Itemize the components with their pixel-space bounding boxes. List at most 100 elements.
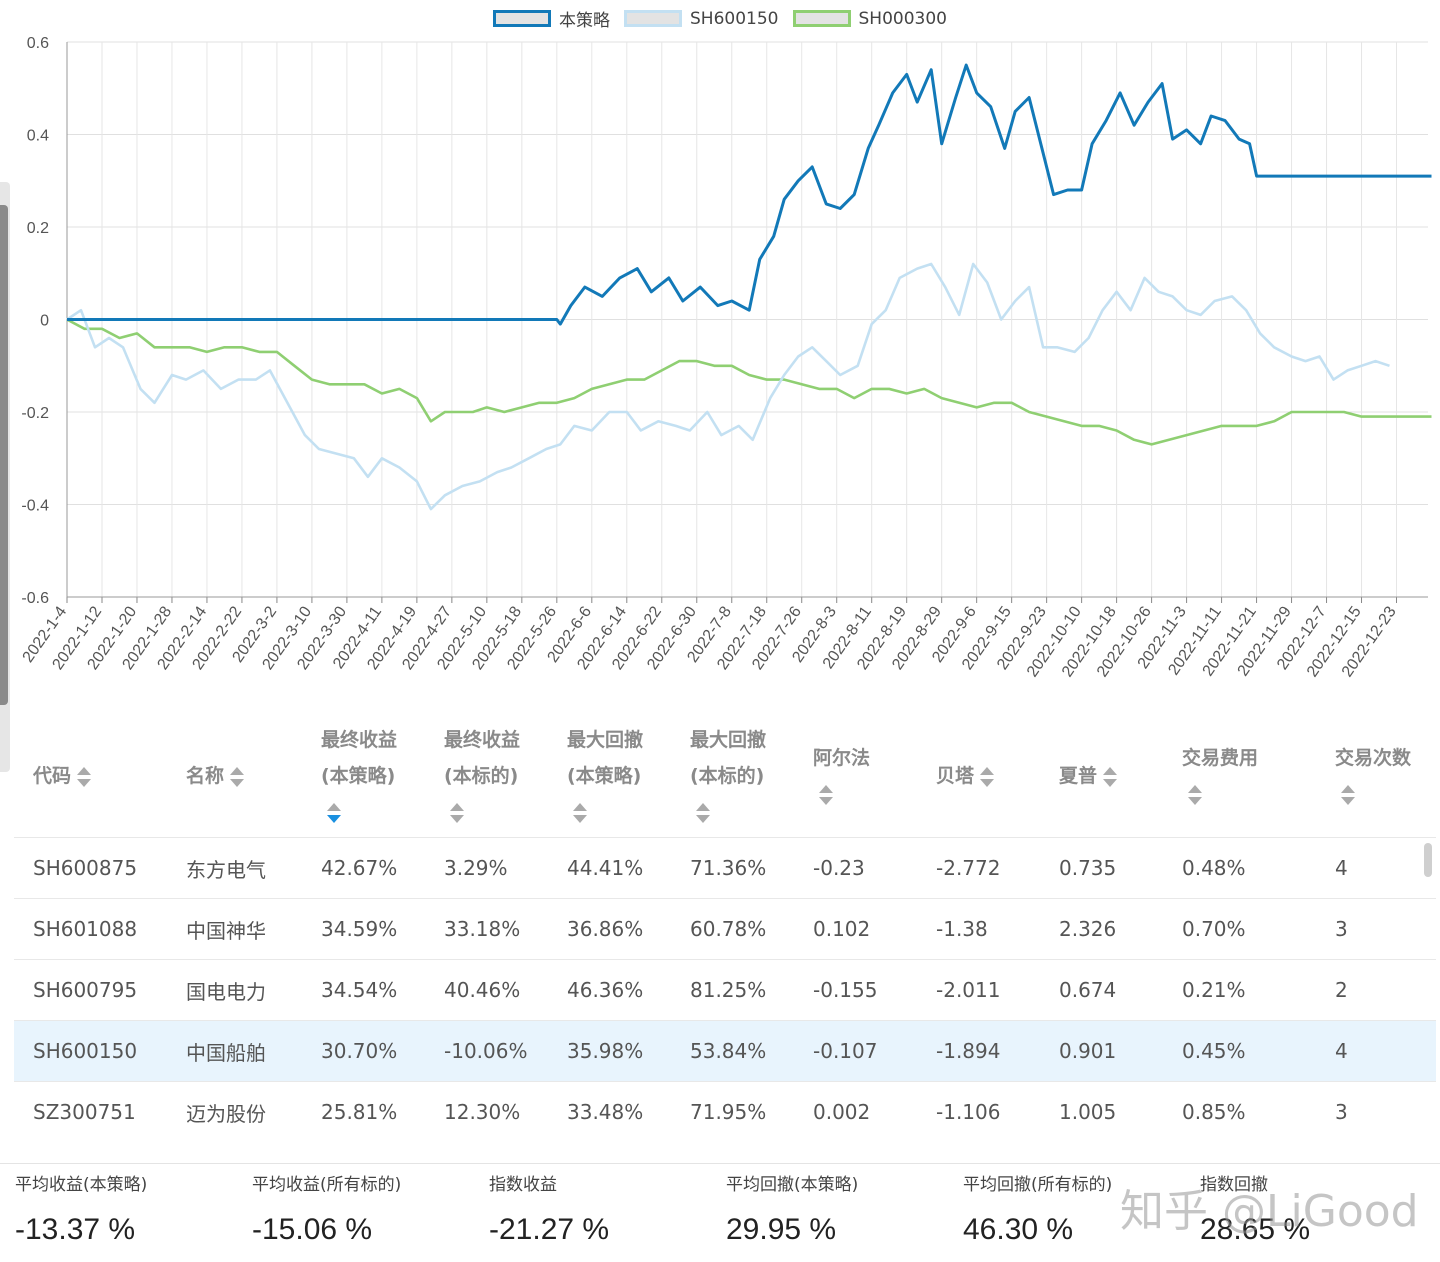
table-cell: 4 [1316,837,1436,899]
zoom-slider-handle[interactable] [0,205,8,705]
table-cell: 0.735 [1040,837,1163,899]
stat-label: 指数回撤 [1200,1175,1268,1195]
table-cell: 3 [1316,1081,1436,1142]
table-cell: 42.67% [302,837,425,899]
stat-label: 平均回撤(所有标的) [963,1175,1113,1195]
legend-label: SH000300 [858,8,947,29]
legend-label: SH600150 [690,8,779,29]
sort-icon[interactable] [1103,766,1118,787]
legend-swatch [493,10,552,27]
table-cell: 2.326 [1040,898,1163,960]
column-header[interactable]: 阿尔法 [794,715,917,838]
table-cell: -2.011 [917,959,1040,1021]
table-cell: 60.78% [671,898,794,960]
table-row[interactable]: SH600795 国电电力 34.54% 40.46% 46.36% 81.25% -0.1… [14,959,1436,1021]
sort-icon[interactable] [450,802,464,823]
column-header-sublabel: (本策略) [321,765,396,787]
table-cell: 34.59% [302,898,425,960]
table-cell: 46.36% [548,959,671,1021]
column-header[interactable]: 交易次数 [1316,715,1436,838]
column-header[interactable]: 最终收益 (本策略) [302,715,425,838]
legend-swatch [624,10,683,27]
column-header[interactable]: 夏普 [1040,715,1163,838]
column-header-sublabel: (本标的) [444,765,519,787]
column-header-label: 贝塔 [936,758,1040,794]
table-cell: 0.674 [1040,959,1163,1021]
sort-icon[interactable] [819,784,833,805]
table-cell: -0.107 [794,1020,917,1082]
stat-value: -15.06 % [252,1213,373,1246]
table-row[interactable]: SZ300751 迈为股份 25.81% 12.30% 33.48% 71.95% 0.00… [14,1081,1436,1142]
table-header-row: 代码 名称 最终收益 (本策略) 最终收益 (本标的) 最大回撤 (本策略) 最大回撤 (本标的)… [14,715,1436,838]
sort-icon[interactable] [77,766,92,787]
sort-icon[interactable] [327,802,341,823]
table-cell: 71.95% [671,1081,794,1142]
series-line-SH000300 [66,318,1432,446]
column-header[interactable]: 贝塔 [917,715,1040,838]
table-cell: -0.23 [794,837,917,899]
table-cell: 25.81% [302,1081,425,1142]
stat-value: 28.65 % [1200,1213,1311,1246]
stat-index-drawdown: 指数回撤 28.65 % [1200,1170,1310,1247]
sort-icon[interactable] [696,802,710,823]
table-cell: 36.86% [548,898,671,960]
legend-item-sh600150[interactable]: SH600150 [624,6,779,31]
column-header[interactable]: 代码 [14,715,167,838]
table-cell: -1.38 [917,898,1040,960]
sort-icon[interactable] [980,766,995,787]
table-cell: 3 [1316,898,1436,960]
series-line-本策略 [67,63,1432,326]
column-header[interactable]: 最终收益 (本标的) [425,715,548,838]
sort-icon[interactable] [230,766,245,787]
table-cell: 71.36% [671,837,794,899]
chart-legend: 本策略 SH600150 SH000300 [0,6,1440,31]
table-row[interactable]: SH600150 中国船舶 30.70% -10.06% 35.98% 53.84% -0.… [14,1020,1436,1082]
legend-item-strategy[interactable]: 本策略 [493,6,610,31]
legend-label: 本策略 [559,11,611,31]
legend-item-sh000300[interactable]: SH000300 [792,6,947,31]
column-header[interactable]: 最大回撤 (本策略) [548,715,671,838]
sort-icon[interactable] [573,802,587,823]
table-cell: SH600795 [14,959,167,1021]
sort-icon[interactable] [1188,784,1202,805]
column-header-sublabel: (本标的) [690,765,765,787]
column-header-label: 代码 [33,758,167,794]
y-tick-label: 0.2 [27,220,49,237]
table-cell: 4 [1316,1020,1436,1082]
stat-value: 29.95 % [726,1213,837,1246]
column-header-label: 最大回撤 [567,729,644,751]
column-header[interactable]: 最大回撤 (本标的) [671,715,794,838]
table-cell: 40.46% [425,959,548,1021]
table-cell: 3.29% [425,837,548,899]
results-table: 代码 名称 最终收益 (本策略) 最终收益 (本标的) 最大回撤 (本策略) 最大回撤 (本标的)… [14,715,1436,1142]
column-header-label: 最终收益 [321,729,398,751]
table-cell: -1.894 [917,1020,1040,1082]
stat-label: 平均收益(本策略) [15,1175,148,1195]
table-cell: SH600150 [14,1020,167,1082]
table-cell: 中国神华 [167,898,302,960]
table-cell: -1.106 [917,1081,1040,1142]
stat-avg-return-strategy: 平均收益(本策略) -13.37 % [15,1170,147,1247]
column-header-sublabel: (本策略) [567,765,642,787]
y-tick-label: -0.4 [21,498,49,515]
table-cell: 0.45% [1163,1020,1316,1082]
table-cell: -2.772 [917,837,1040,899]
table-row[interactable]: SH600875 东方电气 42.67% 3.29% 44.41% 71.36% -0.23… [14,837,1436,899]
stat-label: 平均收益(所有标的) [252,1175,402,1195]
column-header[interactable]: 名称 [167,715,302,838]
table-cell: 0.70% [1163,898,1316,960]
table-cell: 2 [1316,959,1436,1021]
y-tick-label: -0.6 [21,590,49,607]
table-cell: 中国船舶 [167,1020,302,1082]
table-cell: 0.85% [1163,1081,1316,1142]
y-tick-label: 0 [40,313,49,330]
y-tick-label: 0.6 [27,35,49,52]
table-scrollbar[interactable] [1424,843,1432,877]
table-cell: 东方电气 [167,837,302,899]
sort-icon[interactable] [1341,784,1355,805]
y-tick-label: 0.4 [27,128,49,145]
column-header[interactable]: 交易费用 [1163,715,1316,838]
table-cell: 迈为股份 [167,1081,302,1142]
table-cell: 33.18% [425,898,548,960]
table-row[interactable]: SH601088 中国神华 34.59% 33.18% 36.86% 60.78% 0.10… [14,898,1436,960]
